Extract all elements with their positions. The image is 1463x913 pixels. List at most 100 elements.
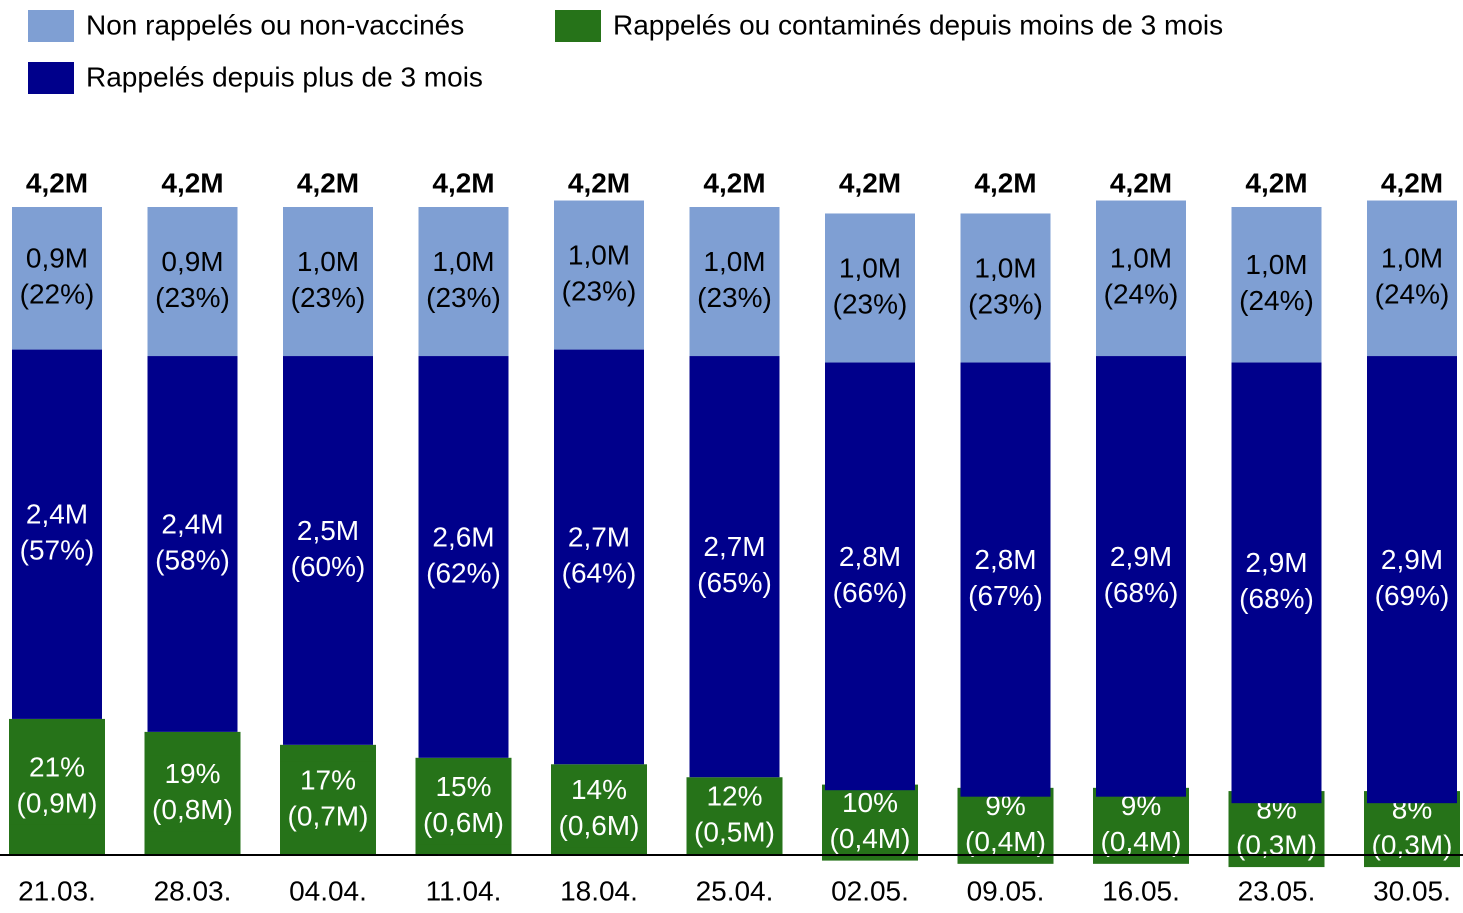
value-label: (23%) — [155, 282, 230, 313]
bar-segment — [960, 362, 1051, 797]
bar-segment — [689, 356, 780, 778]
label-box — [822, 784, 918, 861]
label-box — [9, 748, 105, 825]
bar-segment — [12, 207, 102, 350]
value-label: (60%) — [291, 551, 366, 582]
count-label: 2,8M — [839, 541, 901, 572]
bar-segment — [825, 362, 915, 791]
bar-segment — [689, 207, 780, 357]
total-label: 4,2M — [974, 167, 1036, 198]
total-label: 4,2M — [432, 167, 494, 198]
x-tick-label: 23.05. — [1238, 875, 1316, 906]
value-label: (58%) — [155, 544, 230, 575]
count-label: 0,9M — [161, 246, 223, 277]
value-label: (24%) — [1239, 285, 1314, 316]
count-label: 2,4M — [161, 508, 223, 539]
x-tick-label: 25.04. — [696, 875, 774, 906]
bar-segment — [554, 200, 644, 350]
count-label: (0,7M) — [288, 800, 369, 831]
bar-segment — [147, 207, 238, 357]
count-label: (0,6M) — [423, 807, 504, 838]
x-tick-label: 09.05. — [967, 875, 1045, 906]
count-label: (0,9M) — [17, 787, 98, 818]
value-label: (67%) — [968, 580, 1043, 611]
legend-label: Rappelés depuis plus de 3 mois — [86, 61, 483, 92]
legend-swatch — [555, 10, 601, 42]
value-label: (24%) — [1104, 279, 1179, 310]
x-tick-label: 21.03. — [18, 875, 96, 906]
count-label: 2,9M — [1245, 547, 1307, 578]
value-label: (64%) — [562, 557, 637, 588]
total-label: 4,2M — [568, 167, 630, 198]
count-label: 1,0M — [703, 246, 765, 277]
legend-swatch — [28, 62, 74, 94]
label-box — [144, 755, 241, 832]
value-label: (57%) — [20, 535, 95, 566]
total-label: 4,2M — [26, 167, 88, 198]
count-label: 2,7M — [568, 521, 630, 552]
bar-segment — [283, 356, 373, 745]
bar-segment — [1231, 362, 1322, 804]
value-label: (68%) — [1239, 583, 1314, 614]
value-label: (23%) — [426, 282, 501, 313]
value-label: (22%) — [20, 279, 95, 310]
label-box — [957, 787, 1054, 864]
count-label: (0,4M) — [965, 826, 1046, 857]
legend-label: Non rappelés ou non-vaccinés — [86, 9, 464, 40]
bar-segment — [825, 213, 915, 363]
value-label: (62%) — [426, 557, 501, 588]
bar-segment — [283, 207, 373, 357]
label-box — [415, 768, 512, 845]
value-label: 12% — [706, 781, 762, 812]
bar-segment — [12, 349, 102, 719]
count-label: 1,0M — [839, 252, 901, 283]
value-label: (23%) — [697, 282, 772, 313]
value-label: (65%) — [697, 567, 772, 598]
legend-swatch — [28, 10, 74, 42]
count-label: (0,8M) — [152, 794, 233, 825]
count-label: 1,0M — [974, 252, 1036, 283]
count-label: 0,9M — [26, 243, 88, 274]
count-label: (0,4M) — [830, 823, 911, 854]
count-label: 2,8M — [974, 544, 1036, 575]
value-label: (24%) — [1375, 279, 1450, 310]
value-label: (23%) — [291, 282, 366, 313]
bar-segment — [1367, 200, 1457, 357]
count-label: (0,6M) — [559, 810, 640, 841]
total-label: 4,2M — [839, 167, 901, 198]
count-label: 2,5M — [297, 515, 359, 546]
value-label: 17% — [300, 764, 356, 795]
count-label: 2,9M — [1110, 541, 1172, 572]
x-tick-label: 30.05. — [1373, 875, 1451, 906]
total-label: 4,2M — [1110, 167, 1172, 198]
value-label: (23%) — [562, 275, 637, 306]
total-label: 4,2M — [1245, 167, 1307, 198]
bar-segment — [418, 356, 509, 758]
count-label: 2,6M — [432, 521, 494, 552]
count-label: 1,0M — [1245, 249, 1307, 280]
legend-label: Rappelés ou contaminés depuis moins de 3… — [613, 9, 1223, 40]
total-label: 4,2M — [161, 167, 223, 198]
value-label: (23%) — [833, 288, 908, 319]
value-label: 19% — [164, 758, 220, 789]
total-label: 4,2M — [1381, 167, 1443, 198]
bar-segment — [1096, 200, 1186, 357]
count-label: 1,0M — [1381, 243, 1443, 274]
value-label: (69%) — [1375, 580, 1450, 611]
count-label: (0,4M) — [1101, 826, 1182, 857]
value-label: (66%) — [833, 577, 908, 608]
bar-segment — [960, 213, 1051, 363]
x-tick-label: 02.05. — [831, 875, 909, 906]
count-label: (0,5M) — [694, 817, 775, 848]
value-label: 10% — [842, 787, 898, 818]
value-label: 14% — [571, 774, 627, 805]
count-label: 1,0M — [568, 239, 630, 270]
bar-segment — [1367, 356, 1457, 804]
count-label: 2,4M — [26, 499, 88, 530]
count-label: 1,0M — [432, 246, 494, 277]
count-label: 1,0M — [1110, 243, 1172, 274]
count-label: 1,0M — [297, 246, 359, 277]
x-tick-label: 04.04. — [289, 875, 367, 906]
count-label: 2,9M — [1381, 544, 1443, 575]
